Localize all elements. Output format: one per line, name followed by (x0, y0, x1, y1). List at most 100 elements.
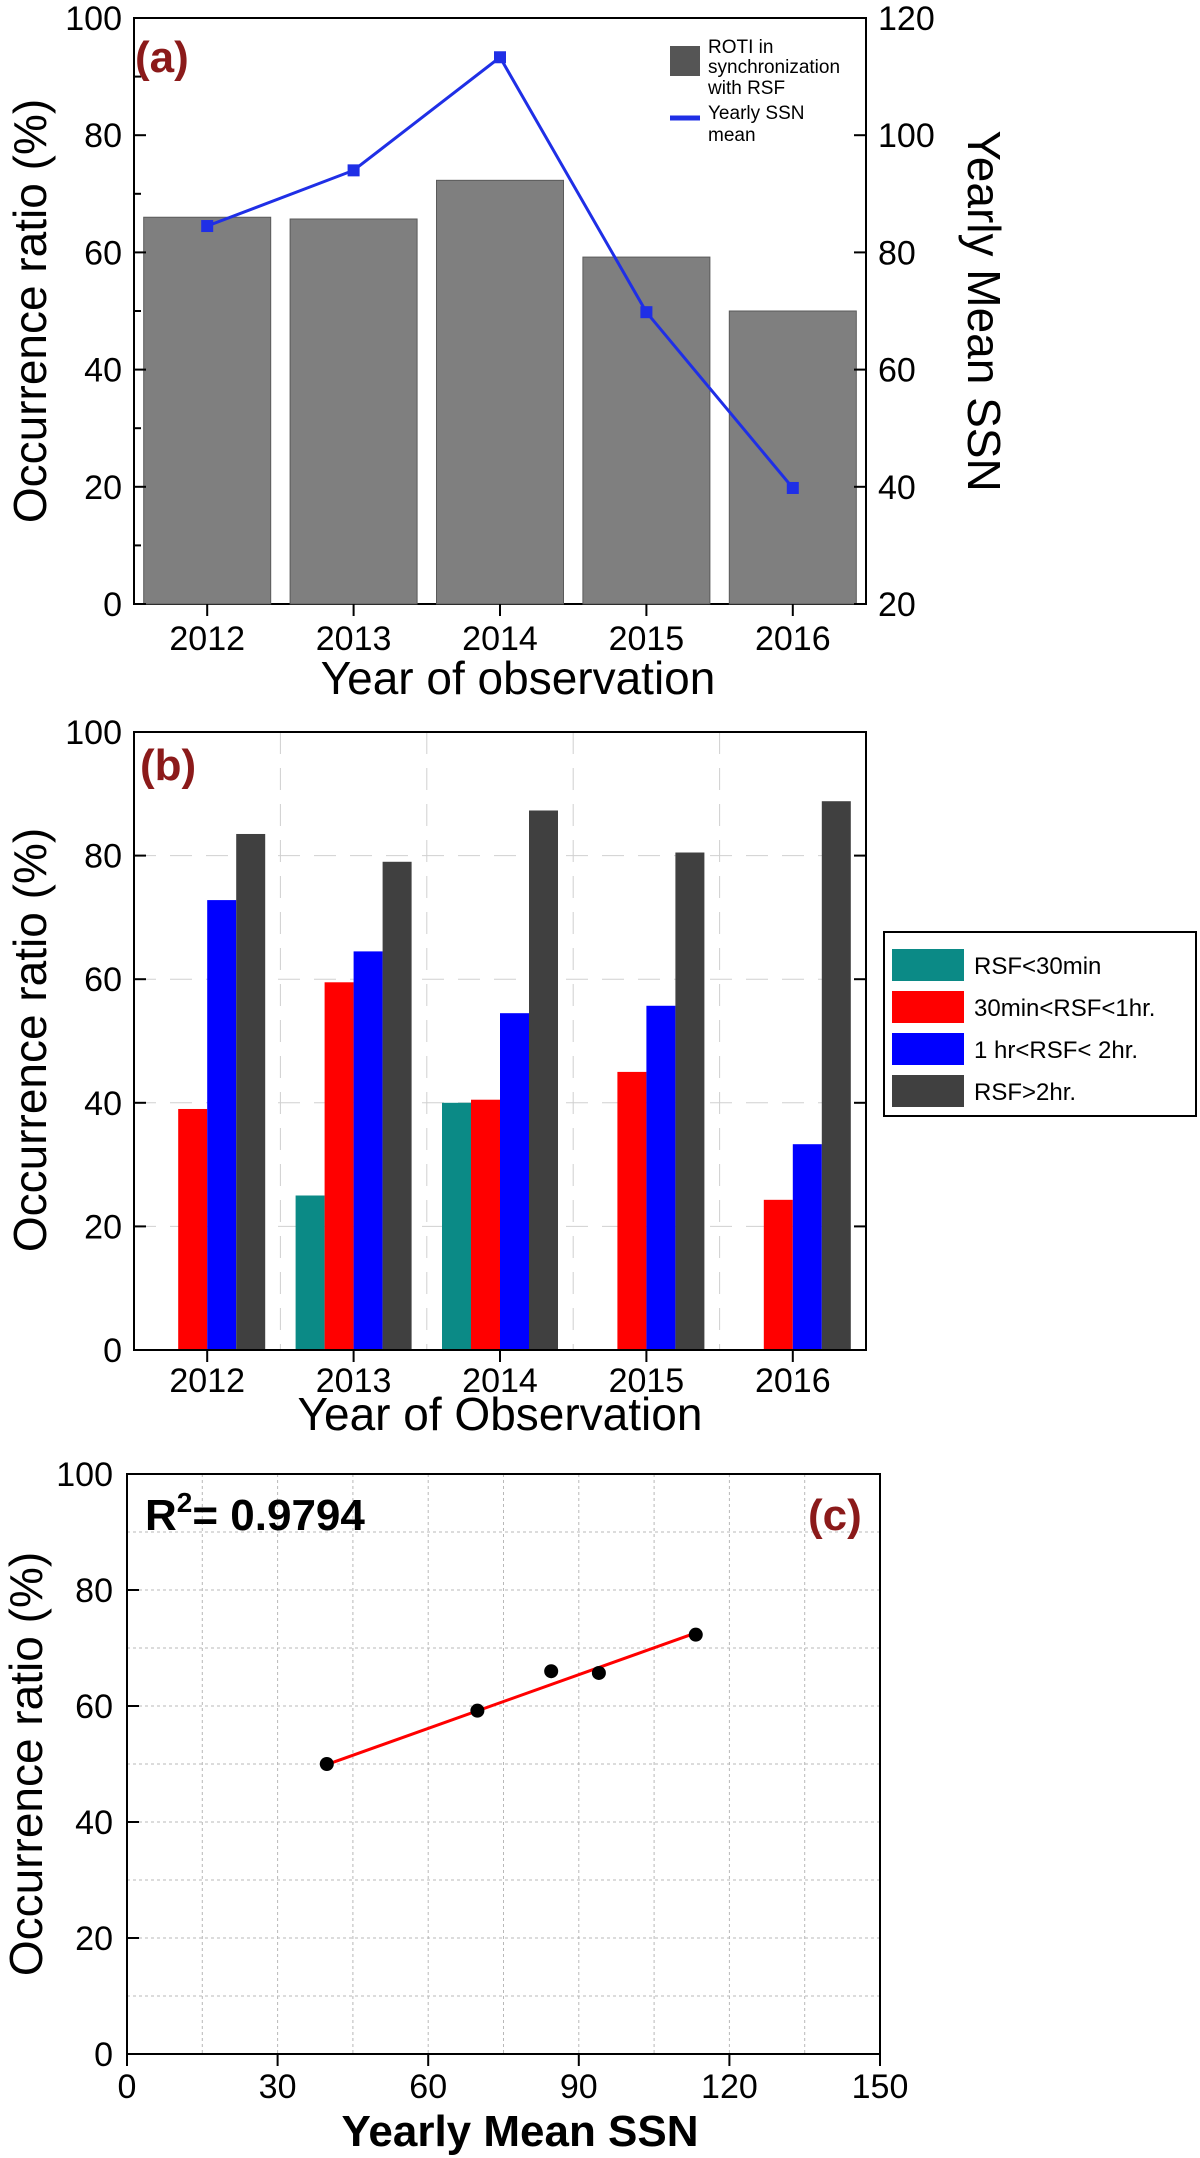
y-tick-label-60: 60 (84, 234, 122, 272)
y-tick-label-20: 20 (84, 469, 122, 507)
panel-a-bars (143, 179, 857, 605)
x-tick-label-90: 90 (560, 2068, 598, 2106)
y2-tick-label-100: 100 (878, 117, 935, 155)
x-tick-label-2014: 2014 (462, 620, 538, 658)
legend-swatch-s3 (892, 1075, 964, 1107)
x-tick-label-2016: 2016 (755, 1362, 831, 1400)
bar-2016 (728, 310, 857, 605)
y-tick-label-40: 40 (84, 1085, 122, 1123)
bar-2013-s1 (324, 982, 354, 1350)
r-squared-value: = 0.9794 (192, 1491, 365, 1540)
legend-bar-swatch (670, 46, 700, 76)
panel-c-frame (126, 1473, 881, 2055)
ssn-marker-2012 (201, 220, 214, 233)
panel-b-legend-entries: RSF<30min 30min<RSF<1hr. 1 hr<RSF< 2hr. RSF… (892, 949, 1155, 1107)
legend-label-s0: RSF<30min (974, 953, 1101, 980)
x-tick-label-2012: 2012 (169, 1362, 245, 1400)
y-tick-label-60: 60 (75, 1688, 113, 1726)
scatter-point-3 (591, 1665, 606, 1680)
panel-b: 0 20 40 60 80 100 2012 2013 2014 2015 2016 (b) RS… (4, 714, 1197, 1440)
panel-c-label: (c) (808, 1491, 862, 1540)
x-tick-label-150: 150 (852, 2068, 909, 2106)
legend-swatch-s0 (892, 949, 964, 981)
panel-a-x-axis-label: Year of observation (321, 652, 716, 704)
scatter-point-2 (544, 1664, 559, 1679)
panel-a-y-ticks: 0 20 40 60 80 100 (65, 0, 146, 624)
panel-b-x-axis-label: Year of Observation (298, 1388, 703, 1440)
y2-tick-label-120: 120 (878, 0, 935, 38)
bar-2012-s3 (236, 833, 266, 1350)
bar-2013-s3 (382, 861, 412, 1350)
legend-label-s3: RSF>2hr. (974, 1079, 1076, 1106)
panel-b-bars (178, 801, 851, 1350)
panel-c-points (319, 1627, 703, 1771)
x-tick-label-2013: 2013 (316, 620, 392, 658)
panel-a-y2-ticks: 20 40 60 80 100 120 (854, 0, 935, 624)
x-tick-label-0: 0 (118, 2068, 137, 2106)
r-squared-prefix: R (145, 1491, 177, 1540)
panel-a-x-ticks: 2012 2013 2014 2015 2016 (169, 604, 831, 658)
panel-a-legend: ROTI in synchronization with RSF Yearly … (670, 37, 845, 146)
y-tick-label-0: 0 (94, 2036, 113, 2074)
ssn-marker-2013 (347, 164, 360, 177)
y-tick-label-0: 0 (103, 1332, 122, 1370)
ssn-marker-2015 (640, 306, 653, 319)
panel-c-fit-line (326, 1631, 697, 1766)
y-tick-label-80: 80 (84, 117, 122, 155)
x-tick-label-2012: 2012 (169, 620, 245, 658)
panel-a-label: (a) (135, 33, 189, 82)
bar-2014 (436, 179, 564, 605)
bar-2015-s3 (675, 852, 705, 1350)
bar-2013-s0 (295, 1195, 325, 1350)
bar-2016-s2 (792, 1144, 822, 1350)
panel-a-y-axis-label: Occurrence ratio (%) (4, 99, 56, 523)
bar-2015-s1 (617, 1071, 647, 1350)
bar-2014-s2 (500, 1013, 529, 1350)
x-tick-label-2015: 2015 (609, 1362, 685, 1400)
y-tick-label-100: 100 (56, 1456, 113, 1494)
scatter-point-4 (688, 1627, 703, 1642)
panel-c-x-ticks: 0 30 60 90 120 150 (118, 2054, 909, 2106)
bar-2014-s0 (442, 1102, 471, 1350)
y2-tick-label-80: 80 (878, 234, 916, 272)
y-tick-label-100: 100 (65, 714, 122, 752)
scatter-point-1 (470, 1703, 485, 1718)
legend-label-s1: 30min<RSF<1hr. (974, 995, 1155, 1022)
x-tick-label-30: 30 (259, 2068, 297, 2106)
bar-2012 (143, 216, 272, 605)
bar-2012-s1 (178, 1108, 208, 1350)
x-tick-label-2015: 2015 (609, 620, 685, 658)
y2-tick-label-40: 40 (878, 469, 916, 507)
y2-tick-label-20: 20 (878, 586, 916, 624)
bar-2015-s2 (646, 1005, 676, 1350)
legend-label-s2: 1 hr<RSF< 2hr. (974, 1037, 1138, 1064)
panel-a-ssn-line (201, 51, 799, 494)
panel-c-grid (127, 1474, 880, 2054)
x-tick-label-2014: 2014 (462, 1362, 538, 1400)
bar-2014-s1 (471, 1099, 500, 1350)
ssn-marker-2016 (786, 481, 799, 494)
panel-c-y-axis-label: Occurrence ratio (%) (0, 1552, 52, 1976)
bar-2012-s2 (207, 900, 237, 1350)
panel-c-y-ticks: 0 20 40 60 80 100 (56, 1456, 139, 2074)
r-squared-sup: 2 (177, 1487, 193, 1518)
panel-b-legend: RSF<30min 30min<RSF<1hr. 1 hr<RSF< 2hr. RSF… (883, 931, 1197, 1117)
legend-bar-label: ROTI in synchronization with RSF (707, 37, 845, 99)
y-tick-label-80: 80 (84, 838, 122, 876)
y-tick-label-60: 60 (84, 961, 122, 999)
x-tick-label-2016: 2016 (755, 620, 831, 658)
ssn-marker-2014 (494, 51, 506, 64)
fit-line (326, 1631, 697, 1766)
panel-b-y-axis-label: Occurrence ratio (%) (4, 828, 56, 1252)
y-tick-label-80: 80 (75, 1572, 113, 1610)
y-tick-label-100: 100 (65, 0, 122, 38)
bar-2013-s2 (353, 951, 383, 1350)
panel-b-y-ticks: 0 20 40 60 80 100 (65, 714, 866, 1370)
bar-2016-s1 (763, 1199, 793, 1350)
panel-a-y2-axis-label: Yearly Mean SSN (958, 130, 1010, 491)
bar-2013 (289, 218, 418, 605)
panel-a: 0 20 40 60 80 100 20 40 60 80 100 120 2012 2013 2014… (4, 0, 1010, 704)
scatter-point-0 (319, 1757, 334, 1771)
y-tick-label-20: 20 (84, 1208, 122, 1246)
